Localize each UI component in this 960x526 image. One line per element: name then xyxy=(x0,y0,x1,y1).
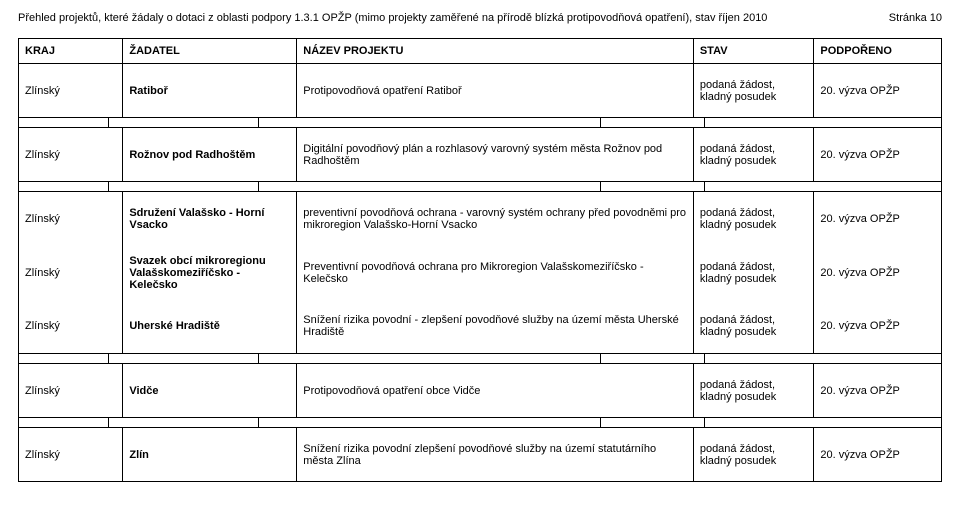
cell-stav: podaná žádost, kladný posudek xyxy=(693,192,814,246)
cell-stav: podaná žádost, kladný posudek xyxy=(693,300,814,354)
cell-podporeno: 20. výzva OPŽP xyxy=(814,300,942,354)
cell-zadatel: Svazek obcí mikroregionu Valašskomeziříč… xyxy=(123,246,297,300)
cell-kraj: Zlínský xyxy=(19,64,123,118)
col-podporeno: PODPOŘENO xyxy=(814,39,942,64)
cell-nazev: Preventivní povodňová ochrana pro Mikror… xyxy=(297,246,694,300)
projects-table: KRAJ ŽADATEL NÁZEV PROJEKTU STAV PODPOŘE… xyxy=(18,38,942,482)
table-row: ZlínskýVidčeProtipovodňová opatření obce… xyxy=(19,364,942,418)
col-nazev: NÁZEV PROJEKTU xyxy=(297,39,694,64)
row-separator xyxy=(19,182,942,192)
page-number: Stránka 10 xyxy=(889,12,942,24)
cell-podporeno: 20. výzva OPŽP xyxy=(814,192,942,246)
cell-nazev: Snížení rizika povodní - zlepšení povodň… xyxy=(297,300,694,354)
cell-podporeno: 20. výzva OPŽP xyxy=(814,364,942,418)
cell-podporeno: 20. výzva OPŽP xyxy=(814,246,942,300)
table-row: ZlínskýSvazek obcí mikroregionu Valašsko… xyxy=(19,246,942,300)
col-kraj: KRAJ xyxy=(19,39,123,64)
table-row: ZlínskýSdružení Valašsko - Horní Vsackop… xyxy=(19,192,942,246)
col-zadatel: ŽADATEL xyxy=(123,39,297,64)
cell-stav: podaná žádost, kladný posudek xyxy=(693,128,814,182)
cell-stav: podaná žádost, kladný posudek xyxy=(693,64,814,118)
cell-nazev: Protipovodňová opatření obce Vidče xyxy=(297,364,694,418)
cell-podporeno: 20. výzva OPŽP xyxy=(814,428,942,482)
cell-kraj: Zlínský xyxy=(19,128,123,182)
table-header-row: KRAJ ŽADATEL NÁZEV PROJEKTU STAV PODPOŘE… xyxy=(19,39,942,64)
cell-kraj: Zlínský xyxy=(19,246,123,300)
cell-nazev: preventivní povodňová ochrana - varovný … xyxy=(297,192,694,246)
header-title: Přehled projektů, které žádaly o dotaci … xyxy=(18,12,767,24)
table-row: ZlínskýRožnov pod RadhoštěmDigitální pov… xyxy=(19,128,942,182)
page: Přehled projektů, které žádaly o dotaci … xyxy=(0,0,960,482)
table-row: ZlínskýRatibořProtipovodňová opatření Ra… xyxy=(19,64,942,118)
row-separator xyxy=(19,418,942,428)
col-stav: STAV xyxy=(693,39,814,64)
cell-kraj: Zlínský xyxy=(19,300,123,354)
cell-stav: podaná žádost, kladný posudek xyxy=(693,364,814,418)
row-separator xyxy=(19,118,942,128)
cell-kraj: Zlínský xyxy=(19,364,123,418)
cell-zadatel: Uherské Hradiště xyxy=(123,300,297,354)
row-separator xyxy=(19,354,942,364)
cell-zadatel: Zlín xyxy=(123,428,297,482)
table-row: ZlínskýZlínSnížení rizika povodní zlepše… xyxy=(19,428,942,482)
cell-podporeno: 20. výzva OPŽP xyxy=(814,64,942,118)
table-row: ZlínskýUherské HradištěSnížení rizika po… xyxy=(19,300,942,354)
cell-stav: podaná žádost, kladný posudek xyxy=(693,428,814,482)
cell-kraj: Zlínský xyxy=(19,428,123,482)
cell-zadatel: Sdružení Valašsko - Horní Vsacko xyxy=(123,192,297,246)
cell-zadatel: Rožnov pod Radhoštěm xyxy=(123,128,297,182)
cell-zadatel: Vidče xyxy=(123,364,297,418)
cell-nazev: Digitální povodňový plán a rozhlasový va… xyxy=(297,128,694,182)
cell-stav: podaná žádost, kladný posudek xyxy=(693,246,814,300)
page-header: Přehled projektů, které žádaly o dotaci … xyxy=(18,12,942,24)
cell-nazev: Protipovodňová opatření Ratiboř xyxy=(297,64,694,118)
cell-zadatel: Ratiboř xyxy=(123,64,297,118)
cell-podporeno: 20. výzva OPŽP xyxy=(814,128,942,182)
cell-kraj: Zlínský xyxy=(19,192,123,246)
cell-nazev: Snížení rizika povodní zlepšení povodňov… xyxy=(297,428,694,482)
